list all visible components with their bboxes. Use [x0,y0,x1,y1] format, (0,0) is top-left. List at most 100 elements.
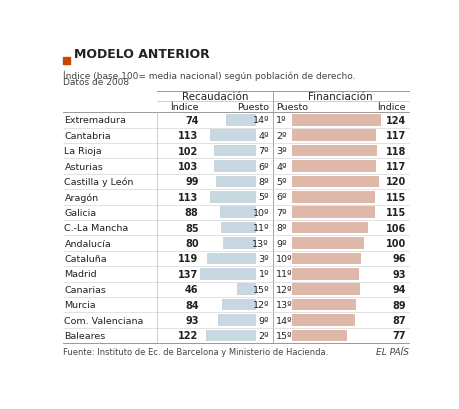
Bar [209,191,255,203]
Bar [291,238,363,249]
Bar [221,222,255,234]
Text: Madrid: Madrid [64,270,97,279]
Text: 14º: 14º [275,316,292,325]
Text: 122: 122 [178,330,198,341]
Text: Cantabria: Cantabria [64,131,111,140]
Text: 89: 89 [392,300,405,310]
Text: 94: 94 [392,285,405,294]
Text: Puesto: Puesto [236,103,269,112]
Text: Índice (base 100= media nacional) según población de derecho.: Índice (base 100= media nacional) según … [63,71,355,81]
Text: 14º: 14º [252,116,269,125]
Bar [215,176,255,188]
Text: Datos de 2008: Datos de 2008 [63,78,129,87]
Text: Índice: Índice [377,103,405,112]
Bar [206,330,255,342]
Text: MODELO ANTERIOR: MODELO ANTERIOR [73,47,209,61]
Text: 46: 46 [185,285,198,294]
Text: Castilla y León: Castilla y León [64,177,134,187]
Bar [291,222,368,234]
Text: 2º: 2º [258,331,269,340]
Bar [291,130,375,142]
Text: 1º: 1º [258,270,269,279]
Bar [63,58,70,65]
Text: 99: 99 [185,177,198,187]
Text: 2º: 2º [275,131,286,140]
Text: 13º: 13º [252,239,269,248]
Text: La Rioja: La Rioja [64,147,102,156]
Text: Fuente: Instituto de Ec. de Barcelona y Ministerio de Hacienda.: Fuente: Instituto de Ec. de Barcelona y … [63,347,327,356]
Text: 8º: 8º [275,224,286,233]
Bar [214,146,255,157]
Text: Índice: Índice [170,103,198,112]
Bar [219,207,255,218]
Text: 115: 115 [385,192,405,202]
Text: 8º: 8º [258,178,269,187]
Text: 85: 85 [185,223,198,233]
Bar [225,115,255,126]
Text: Canarias: Canarias [64,285,106,294]
Bar [291,191,374,203]
Text: 11º: 11º [252,224,269,233]
Bar [291,315,354,326]
Text: 4º: 4º [258,131,269,140]
Text: 84: 84 [185,300,198,310]
Text: 4º: 4º [275,162,286,171]
Text: 12º: 12º [275,285,292,294]
Text: 77: 77 [392,330,405,341]
Text: 102: 102 [178,146,198,156]
Text: Recaudación: Recaudación [181,92,247,102]
Bar [221,299,255,310]
Bar [200,268,255,280]
Text: Baleares: Baleares [64,331,106,340]
Text: 118: 118 [385,146,405,156]
Text: 96: 96 [392,254,405,264]
Text: 5º: 5º [258,193,269,202]
Text: Puesto: Puesto [275,103,308,112]
Bar [291,284,359,295]
Text: 137: 137 [178,269,198,279]
Text: 10º: 10º [275,254,292,263]
Text: 87: 87 [392,315,405,325]
Text: 1º: 1º [275,116,286,125]
Bar [291,161,375,172]
Bar [237,284,255,295]
Text: 3º: 3º [258,254,269,263]
Text: 10º: 10º [252,208,269,217]
Bar [209,130,255,142]
Text: Asturias: Asturias [64,162,103,171]
Bar [291,299,355,310]
Text: Cataluña: Cataluña [64,254,107,263]
Text: 113: 113 [178,192,198,202]
Text: 117: 117 [385,162,405,172]
Text: 93: 93 [185,315,198,325]
Text: 7º: 7º [258,147,269,156]
Bar [207,253,255,265]
Text: EL PAÍS: EL PAÍS [375,347,408,356]
Bar [213,161,255,172]
Text: 11º: 11º [275,270,292,279]
Bar [291,268,358,280]
Text: 106: 106 [385,223,405,233]
Text: 9º: 9º [275,239,286,248]
Text: 113: 113 [178,131,198,141]
Text: Com. Valenciana: Com. Valenciana [64,316,144,325]
Text: 74: 74 [185,115,198,126]
Text: 124: 124 [385,115,405,126]
Text: 117: 117 [385,131,405,141]
Bar [218,315,255,326]
Text: 100: 100 [385,238,405,248]
Text: Financiación: Financiación [308,92,372,102]
Bar [291,146,376,157]
Text: 115: 115 [385,208,405,218]
Bar [291,330,347,342]
Bar [291,253,360,265]
Text: 15º: 15º [275,331,292,340]
Text: 6º: 6º [258,162,269,171]
Text: 93: 93 [392,269,405,279]
Text: 88: 88 [185,208,198,218]
Text: 5º: 5º [275,178,286,187]
Text: 7º: 7º [275,208,286,217]
Text: Galicia: Galicia [64,208,96,217]
Bar [223,238,255,249]
Text: 15º: 15º [252,285,269,294]
